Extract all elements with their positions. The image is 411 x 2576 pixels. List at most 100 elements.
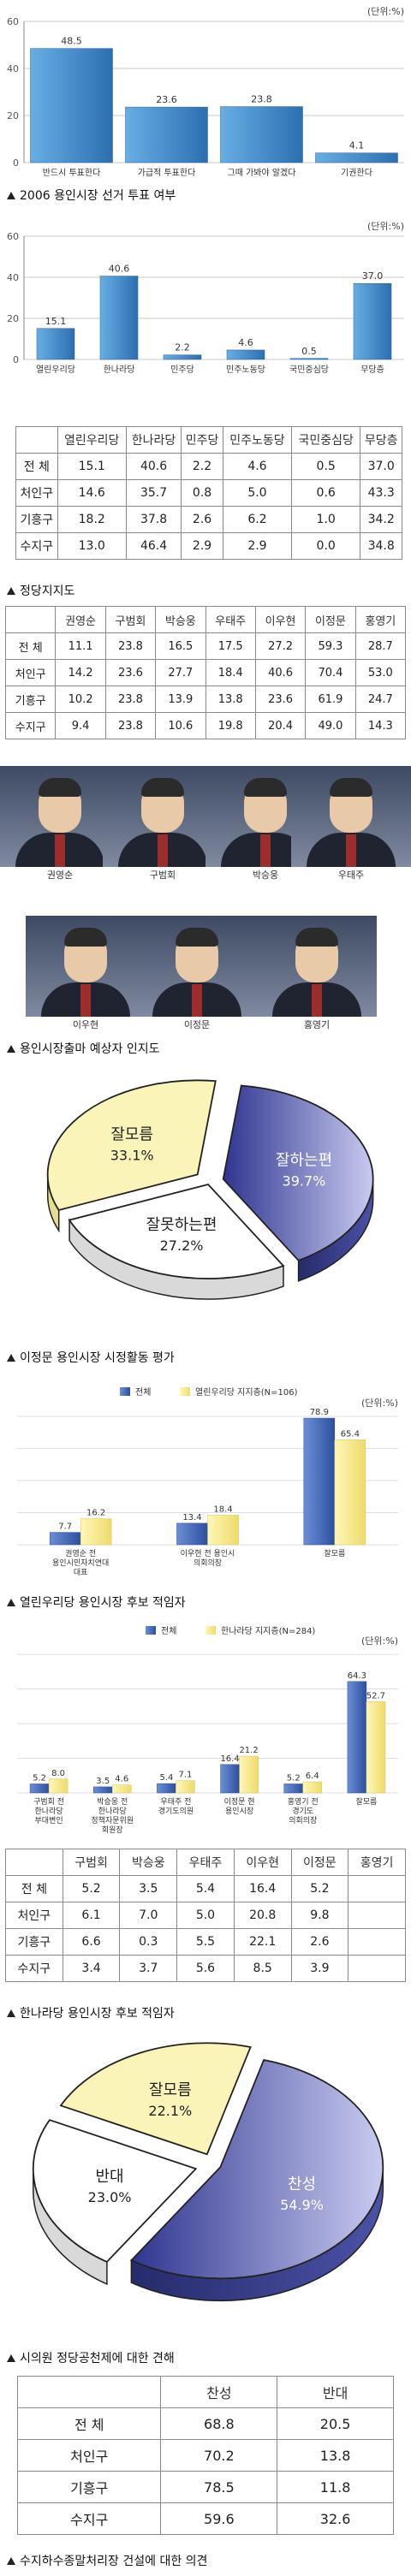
- pie-value-label: 33.1%: [110, 1148, 154, 1164]
- table-cell: 20.8: [233, 1902, 292, 1929]
- bar-value-label: 40.6: [109, 264, 130, 275]
- uri-fit-caption: 열린우리당 용인시장 후보 적임자: [7, 1594, 186, 1611]
- pie-label: 잘모름: [110, 1126, 153, 1144]
- table-cell: 6.1: [62, 1902, 121, 1929]
- bar: [176, 1780, 195, 1794]
- table-cell: 70.4: [305, 659, 356, 686]
- party-support-section: 0 20 40 60 (단위:%) 15.1 열린우리당 40.6 한나라당 2.2 민주당 4.6 민…: [0, 205, 411, 462]
- bar-value-label: 16.2: [86, 1509, 105, 1518]
- table-cell: 18.4: [205, 659, 256, 686]
- pie-label: 찬성: [288, 2175, 316, 2193]
- table-cell: 59.3: [305, 632, 356, 660]
- bar-value-label: 21.2: [239, 1746, 258, 1755]
- table-cell: 5.0: [176, 1902, 235, 1929]
- table-header-cell: [15, 426, 58, 454]
- table-cell: 2.2: [181, 453, 223, 480]
- table-cell: 23.8: [104, 686, 157, 713]
- table-header-cell: 이정문: [305, 606, 356, 633]
- bar: [80, 1518, 112, 1546]
- candidate-photo-gu: 구범회: [103, 766, 223, 881]
- candidate-photo-woo: 우태주: [291, 766, 411, 881]
- pie-label: 잘모름: [149, 2081, 192, 2099]
- table-row: 기흥구 78.5 11.8: [16, 2471, 394, 2503]
- table-cell: 수지구: [4, 712, 57, 739]
- table-row: 처인구 14.2 23.6 27.7 18.4 40.6 70.4 53.0: [4, 659, 407, 686]
- table-cell: 70.2: [160, 2439, 278, 2472]
- candidate-photo-lee-jm: 이정문: [137, 916, 257, 1031]
- table-cell: [348, 1928, 406, 1956]
- table-cell: 17.5: [205, 632, 256, 660]
- table-cell: 23.8: [104, 712, 157, 739]
- y-tick-label: 20: [7, 110, 19, 122]
- table-header-cell: 우태주: [205, 606, 256, 633]
- table-header-cell: [4, 606, 57, 633]
- bar-value-label: 65.4: [341, 1429, 360, 1439]
- unit-label: (단위:%): [367, 6, 404, 17]
- table-cell: 28.7: [354, 632, 407, 660]
- table-cell: 11.1: [55, 632, 106, 660]
- table-header-cell: 민주노동당: [222, 426, 293, 454]
- table-header-cell: 박승웅: [155, 606, 206, 633]
- bar: [283, 1784, 303, 1794]
- vote-intent-section: 0 20 40 60 (단위:%) 48.5 반드시 투표한다 23.6 가급적 투표한다 23.…: [0, 0, 411, 205]
- legend-label-supporters: 한나라당 지지층(N=284): [221, 1626, 315, 1636]
- table-cell: 2.9: [222, 532, 293, 560]
- table-cell: 5.5: [176, 1928, 235, 1956]
- table-cell: 0.6: [291, 479, 361, 507]
- x-tick-label: 부대변인: [35, 1816, 63, 1825]
- bar: [93, 1786, 113, 1794]
- gnp-fit-chart: (단위:%) 전체 한나라당 지지층(N=284) 5.2 8.0 구범회 전한나라당부대…: [17, 1626, 398, 1835]
- y-tick-label: 0: [13, 157, 19, 169]
- table-cell: 10.2: [55, 686, 106, 713]
- bar: [125, 106, 208, 163]
- table-cell: 수지구: [5, 1955, 63, 1982]
- table-cell: 11.8: [277, 2471, 394, 2503]
- y-tick-label: 40: [7, 63, 19, 74]
- table-row: 전 체 68.8 20.5: [16, 2407, 394, 2440]
- x-tick-label: 무당층: [360, 365, 384, 375]
- legend-swatch-overall: [146, 1626, 156, 1635]
- y-tick-label: 60: [7, 231, 19, 242]
- table-cell: 19.8: [205, 712, 256, 739]
- pie-label: 잘못하는편: [146, 1216, 217, 1234]
- table-cell: 23.6: [254, 686, 307, 713]
- table-cell: 3.9: [290, 1955, 349, 1982]
- table-row: 처인구 70.2 13.8: [16, 2439, 394, 2472]
- table-cell: 37.0: [360, 453, 402, 480]
- table-cell: 9.8: [290, 1902, 349, 1929]
- table-cell: 0.3: [119, 1928, 178, 1956]
- legend-label-supporters: 열린우리당 지지층(N=106): [195, 1387, 298, 1398]
- x-tick-label: 용인시민자치연대: [52, 1558, 109, 1568]
- table-cell: 기흥구: [16, 2471, 162, 2503]
- table-cell: 5.4: [176, 1875, 235, 1902]
- table-cell: 46.4: [125, 532, 182, 560]
- bar: [220, 106, 303, 163]
- x-tick-label: 우태주 전: [160, 1797, 191, 1807]
- table-cell: 전 체: [15, 453, 58, 480]
- table-row: 수지구 9.4 23.8 10.6 19.8 20.4 49.0 14.3: [4, 712, 407, 739]
- table-cell: 14.3: [354, 712, 407, 739]
- table-cell: 13.8: [205, 686, 256, 713]
- table-header-row: 구범회 박승웅 우태주 이우현 이정문 홍영기: [5, 1849, 406, 1876]
- x-tick-label: 경기도의원: [158, 1806, 194, 1816]
- table-cell: 3.4: [62, 1955, 121, 1982]
- x-tick-label: 한나라당: [98, 1807, 127, 1816]
- table-cell: 처인구: [4, 659, 57, 686]
- table-cell: 53.0: [354, 659, 407, 686]
- x-tick-label: 권영순 전: [65, 1548, 96, 1558]
- x-tick-label: 박승웅 전: [97, 1797, 128, 1807]
- table-cell: 전 체: [16, 2407, 162, 2440]
- y-tick-label: 20: [7, 313, 19, 324]
- table-cell: 22.1: [233, 1928, 292, 1956]
- bar: [112, 1784, 132, 1794]
- table-row: 전 체 11.1 23.8 16.5 17.5 27.2 59.3 28.7: [4, 632, 407, 660]
- bar: [353, 282, 392, 360]
- pie-label: 잘하는편: [276, 1152, 332, 1170]
- table-cell: 20.4: [254, 712, 307, 739]
- bar-value-label: 6.4: [306, 1772, 319, 1781]
- bar-value-label: 4.6: [238, 337, 253, 348]
- table-cell: 7.0: [119, 1902, 178, 1929]
- pie-slice: [68, 1183, 285, 1279]
- table-cell: 13.8: [277, 2439, 394, 2472]
- table-cell: 기흥구: [15, 506, 58, 533]
